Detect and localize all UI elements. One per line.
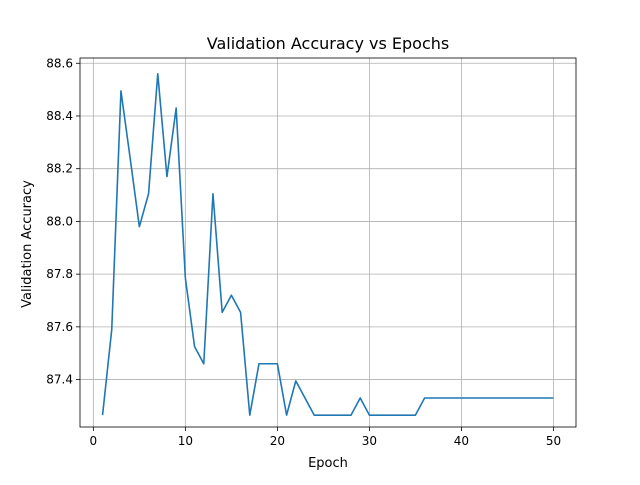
y-tick-label: 87.4: [46, 373, 73, 387]
y-tick-label: 88.2: [46, 162, 73, 176]
y-tick-label: 88.0: [46, 214, 73, 228]
y-tick-label: 87.8: [46, 267, 73, 281]
x-tick-label: 30: [362, 434, 377, 448]
x-axis-label: Epoch: [308, 456, 348, 471]
y-tick-label: 87.6: [46, 320, 73, 334]
x-tick-label: 0: [90, 434, 98, 448]
x-tick-label: 10: [178, 434, 193, 448]
y-tick-label: 88.6: [46, 56, 73, 70]
grid-layer: [80, 58, 576, 427]
series-layer: [101, 73, 554, 416]
x-tick-label: 20: [270, 434, 285, 448]
series-line: [101, 73, 554, 416]
tick-layer: 0 10 20 30 40 50 87.4 87.6 87.8 88.0 88.2 88.4 88.6: [46, 56, 561, 448]
plot-frame: [79, 57, 577, 428]
chart-title: Validation Accuracy vs Epochs: [207, 34, 449, 53]
y-axis-label: Validation Accuracy: [20, 180, 35, 308]
y-tick-label: 88.4: [46, 109, 73, 123]
x-tick-label: 40: [454, 434, 469, 448]
x-tick-label: 50: [546, 434, 561, 448]
